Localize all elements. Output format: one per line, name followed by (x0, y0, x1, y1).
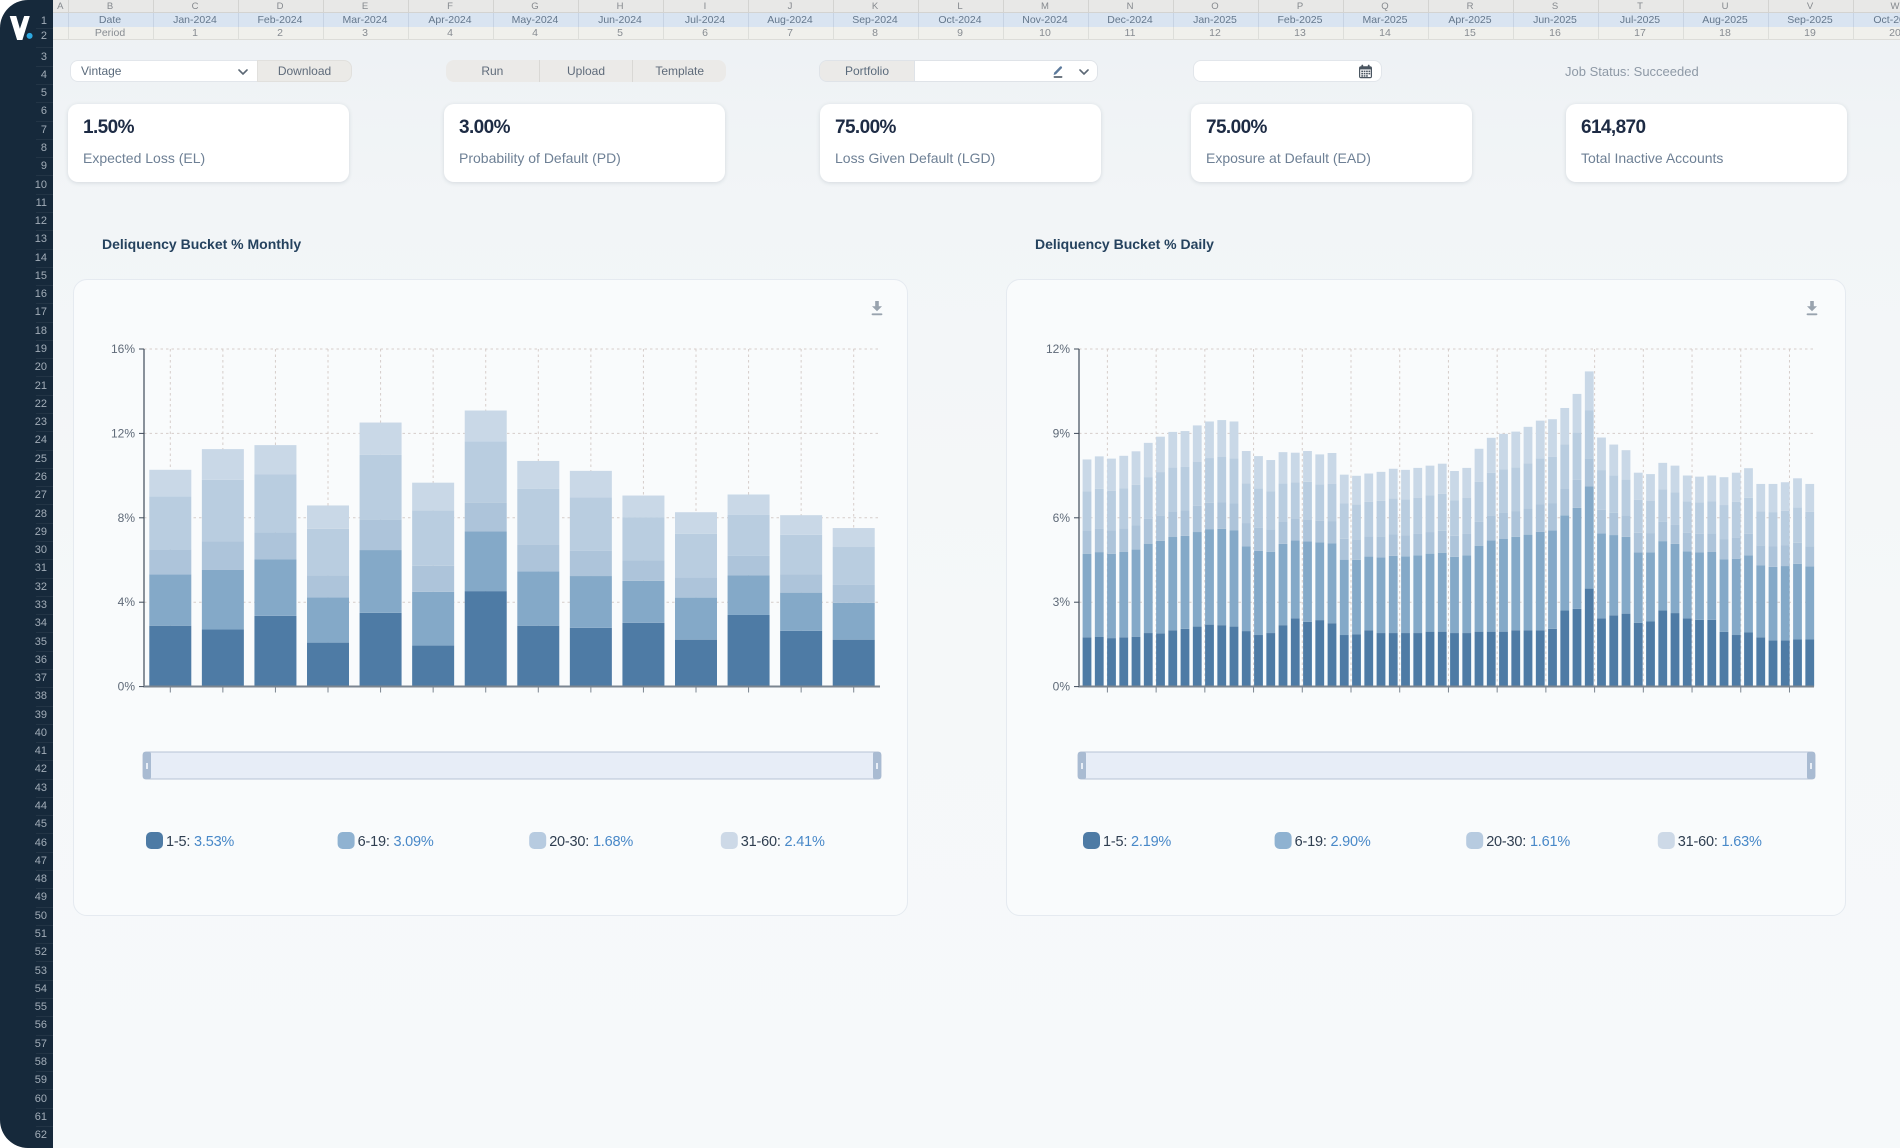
svg-text:20-30: 1.61%: 20-30: 1.61% (1486, 834, 1570, 850)
svg-text:16%: 16% (111, 342, 135, 356)
svg-text:4%: 4% (118, 595, 136, 609)
svg-text:1-5: 3.53%: 1-5: 3.53% (166, 834, 234, 850)
svg-text:20-30: 1.68%: 20-30: 1.68% (549, 834, 633, 850)
svg-text:6-19: 3.09%: 6-19: 3.09% (358, 834, 434, 850)
svg-text:3%: 3% (1053, 595, 1071, 609)
svg-text:31-60: 2.41%: 31-60: 2.41% (741, 834, 825, 850)
svg-text:0%: 0% (118, 680, 136, 694)
svg-text:6-19: 2.90%: 6-19: 2.90% (1295, 834, 1371, 850)
svg-text:31-60: 1.63%: 31-60: 1.63% (1678, 834, 1762, 850)
svg-text:8%: 8% (118, 511, 136, 525)
svg-text:9%: 9% (1053, 426, 1071, 440)
svg-text:1-5: 2.19%: 1-5: 2.19% (1103, 834, 1171, 850)
svg-text:12%: 12% (111, 426, 135, 440)
svg-text:6%: 6% (1053, 511, 1071, 525)
svg-text:0%: 0% (1053, 680, 1071, 694)
svg-text:12%: 12% (1046, 342, 1070, 356)
